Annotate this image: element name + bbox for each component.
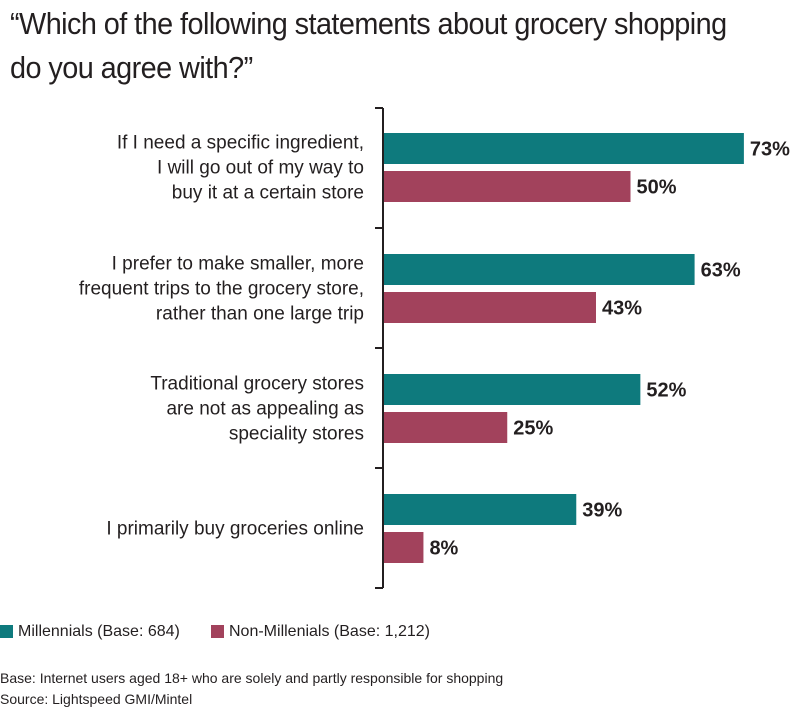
category-label-1: I prefer to make smaller, more frequent t… bbox=[79, 254, 364, 325]
data-label-s1-c1: 43% bbox=[602, 298, 642, 320]
legend-label-millennials: Millennials (Base: 684) bbox=[18, 623, 180, 640]
data-label-s1-c2: 25% bbox=[513, 418, 553, 440]
bar-s1-c2 bbox=[384, 412, 508, 443]
category-label-0: If I need a specific ingredient, I will g… bbox=[117, 133, 364, 204]
legend-swatch-non-millenials bbox=[211, 625, 224, 638]
bar-s0-c0 bbox=[384, 133, 744, 164]
category-label-2: Traditional grocery stores are not as app… bbox=[150, 374, 364, 445]
source-note: Source: Lightspeed GMI/Mintel bbox=[0, 691, 193, 707]
data-label-s0-c1: 63% bbox=[701, 260, 741, 282]
bar-s1-c1 bbox=[384, 292, 596, 323]
chart-title: “Which of the following statements about… bbox=[10, 6, 727, 85]
data-label-s1-c0: 50% bbox=[637, 177, 677, 199]
data-label-s0-c0: 73% bbox=[750, 139, 790, 161]
category-label-3: I primarily buy groceries online bbox=[106, 519, 364, 540]
bar-s1-c0 bbox=[384, 171, 631, 202]
legend-label-non-millenials: Non-Millenials (Base: 1,212) bbox=[229, 623, 430, 640]
data-label-s1-c3: 8% bbox=[429, 538, 458, 560]
data-label-s0-c3: 39% bbox=[582, 500, 622, 522]
bar-s0-c1 bbox=[384, 254, 695, 285]
legend-swatch-millennials bbox=[0, 625, 13, 638]
bar-s0-c2 bbox=[384, 374, 641, 405]
bar-s1-c3 bbox=[384, 532, 424, 563]
bar-s0-c3 bbox=[384, 494, 577, 525]
base-note: Base: Internet users aged 18+ who are so… bbox=[0, 670, 504, 686]
data-label-s0-c2: 52% bbox=[646, 380, 686, 402]
